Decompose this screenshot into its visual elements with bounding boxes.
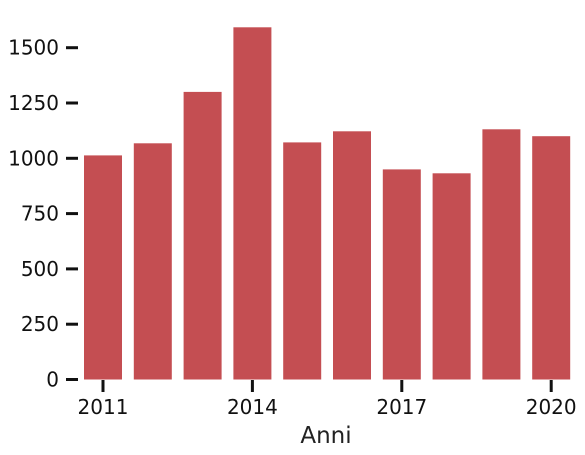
bar-2016 (333, 131, 371, 380)
bar-2019 (482, 129, 521, 380)
x-axis: 2011 2014 2017 2020 (78, 380, 577, 419)
bar-2012 (133, 143, 172, 380)
y-axis: 0 250 500 750 1000 1250 1500 (8, 36, 78, 392)
y-tick-label-750: 750 (21, 202, 59, 226)
x-axis-title: Anni (300, 423, 351, 449)
bar-2013 (183, 91, 222, 380)
bar-2020 (532, 136, 571, 380)
bar-2011 (84, 155, 122, 380)
y-tick-label-0: 0 (46, 368, 59, 392)
bar-2015 (283, 142, 322, 380)
bar-2017 (382, 169, 421, 380)
y-tick-label-250: 250 (21, 312, 59, 336)
y-tick-label-1500: 1500 (8, 36, 59, 60)
x-tick-label-2011: 2011 (78, 395, 129, 419)
bar-2014 (233, 27, 272, 380)
bar-2018 (432, 173, 471, 380)
y-tick-label-500: 500 (21, 257, 59, 281)
y-tick-label-1250: 1250 (8, 91, 59, 115)
y-tick-label-1000: 1000 (8, 146, 59, 170)
x-tick-label-2020: 2020 (526, 395, 577, 419)
x-tick-label-2017: 2017 (376, 395, 427, 419)
x-tick-label-2014: 2014 (227, 395, 278, 419)
bars-group (84, 27, 571, 380)
